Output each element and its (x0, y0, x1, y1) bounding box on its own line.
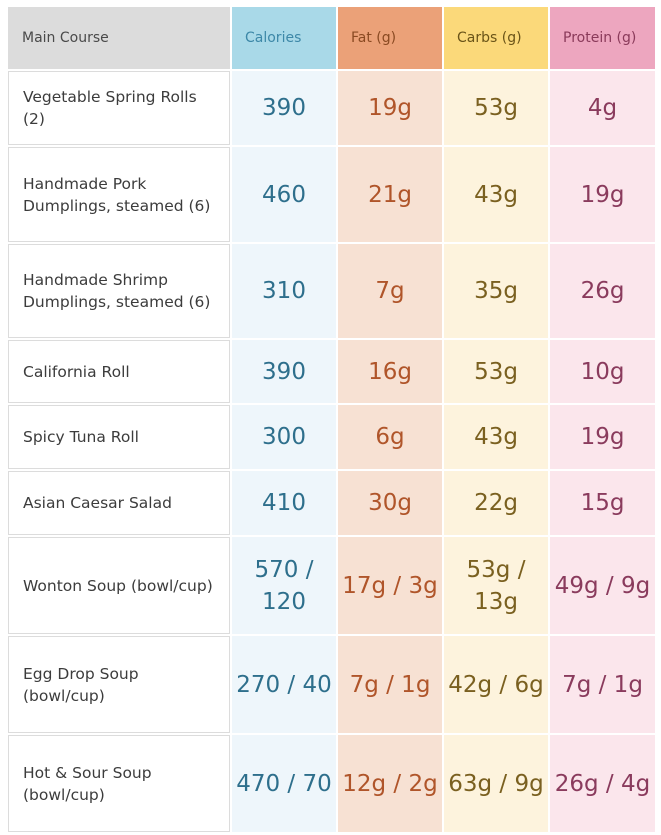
calories-value: 390 (232, 71, 336, 145)
protein-value: 49g / 9g (550, 537, 655, 634)
carbs-value: 53g (444, 340, 548, 403)
table-row: Asian Caesar Salad 410 30g 22g 15g (8, 471, 655, 535)
table-row: California Roll 390 16g 53g 10g (8, 340, 655, 403)
fat-value: 19g (338, 71, 442, 145)
fat-value: 7g / 1g (338, 636, 442, 733)
carbs-value: 43g (444, 405, 548, 469)
fat-value: 17g / 3g (338, 537, 442, 634)
calories-value: 410 (232, 471, 336, 535)
calories-value: 570 / 120 (232, 537, 336, 634)
calories-value: 300 (232, 405, 336, 469)
protein-value: 10g (550, 340, 655, 403)
nutrition-table: Main Course Calories Fat (g) Carbs (g) P… (6, 5, 657, 834)
protein-value: 15g (550, 471, 655, 535)
table-row: Handmade Pork Dumplings, steamed (6) 460… (8, 147, 655, 242)
table-row: Wonton Soup (bowl/cup) 570 / 120 17g / 3… (8, 537, 655, 634)
calories-value: 310 (232, 244, 336, 338)
protein-value: 19g (550, 147, 655, 242)
calories-value: 460 (232, 147, 336, 242)
dish-name: Vegetable Spring Rolls (2) (8, 71, 230, 145)
fat-value: 21g (338, 147, 442, 242)
table-row: Spicy Tuna Roll 300 6g 43g 19g (8, 405, 655, 469)
fat-value: 12g / 2g (338, 735, 442, 832)
calories-value: 270 / 40 (232, 636, 336, 733)
header-row: Main Course Calories Fat (g) Carbs (g) P… (8, 7, 655, 69)
fat-value: 30g (338, 471, 442, 535)
protein-value: 4g (550, 71, 655, 145)
dish-name: Handmade Shrimp Dumplings, steamed (6) (8, 244, 230, 338)
dish-name: Spicy Tuna Roll (8, 405, 230, 469)
carbs-value: 63g / 9g (444, 735, 548, 832)
dish-name: Handmade Pork Dumplings, steamed (6) (8, 147, 230, 242)
header-protein: Protein (g) (550, 7, 655, 69)
dish-name: California Roll (8, 340, 230, 403)
dish-name: Egg Drop Soup (bowl/cup) (8, 636, 230, 733)
header-fat: Fat (g) (338, 7, 442, 69)
dish-name: Wonton Soup (bowl/cup) (8, 537, 230, 634)
fat-value: 6g (338, 405, 442, 469)
table-row: Egg Drop Soup (bowl/cup) 270 / 40 7g / 1… (8, 636, 655, 733)
protein-value: 26g / 4g (550, 735, 655, 832)
carbs-value: 43g (444, 147, 548, 242)
dish-name: Asian Caesar Salad (8, 471, 230, 535)
protein-value: 7g / 1g (550, 636, 655, 733)
carbs-value: 53g (444, 71, 548, 145)
header-main-course: Main Course (8, 7, 230, 69)
calories-value: 390 (232, 340, 336, 403)
carbs-value: 42g / 6g (444, 636, 548, 733)
protein-value: 26g (550, 244, 655, 338)
header-carbs: Carbs (g) (444, 7, 548, 69)
table-row: Handmade Shrimp Dumplings, steamed (6) 3… (8, 244, 655, 338)
fat-value: 16g (338, 340, 442, 403)
table-row: Vegetable Spring Rolls (2) 390 19g 53g 4… (8, 71, 655, 145)
header-calories: Calories (232, 7, 336, 69)
table-row: Hot & Sour Soup (bowl/cup) 470 / 70 12g … (8, 735, 655, 832)
dish-name: Hot & Sour Soup (bowl/cup) (8, 735, 230, 832)
fat-value: 7g (338, 244, 442, 338)
calories-value: 470 / 70 (232, 735, 336, 832)
carbs-value: 35g (444, 244, 548, 338)
carbs-value: 53g / 13g (444, 537, 548, 634)
carbs-value: 22g (444, 471, 548, 535)
protein-value: 19g (550, 405, 655, 469)
